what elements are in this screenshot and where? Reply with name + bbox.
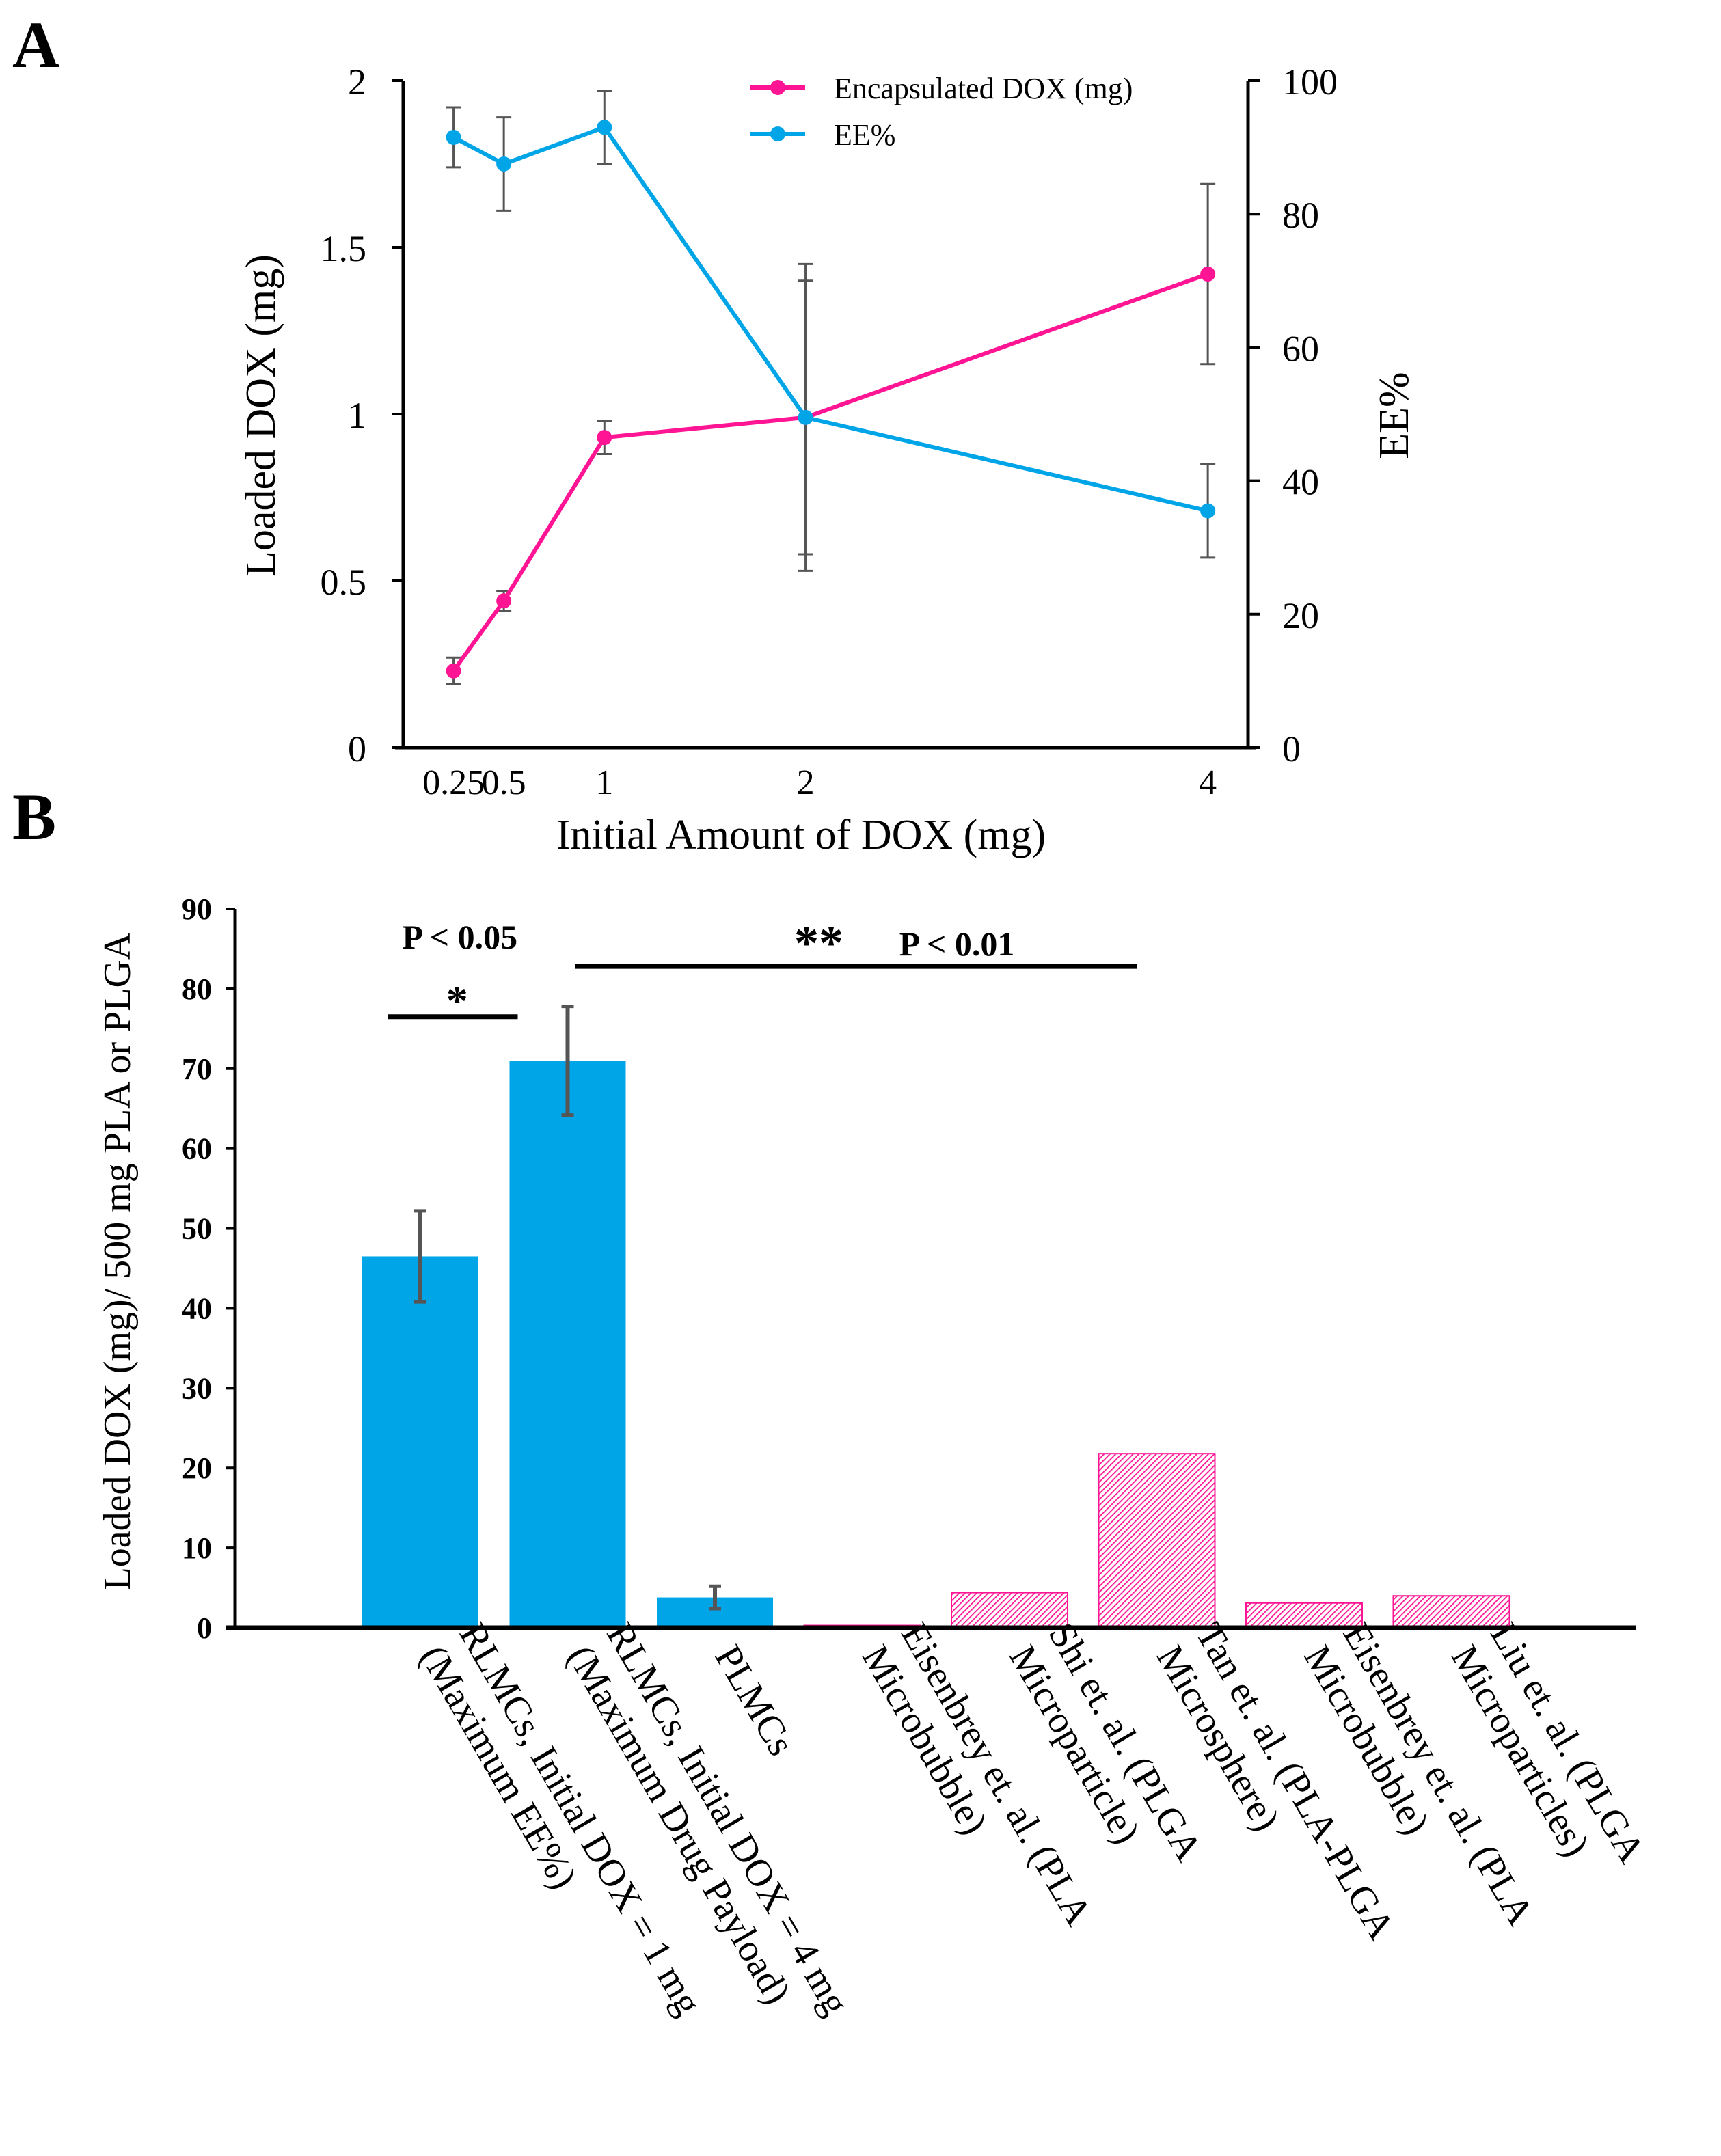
data-point-encapsulated (597, 430, 612, 446)
significance-stars: * (446, 977, 468, 1025)
y-tick-label: 50 (182, 1212, 212, 1246)
chart-a-xlabel: Initial Amount of DOX (mg) (556, 812, 1046, 858)
data-point-ee (446, 129, 461, 145)
y-tick-label: 10 (182, 1531, 212, 1565)
y-tick-label: 60 (182, 1132, 212, 1166)
y-tick-label: 0.5 (321, 562, 367, 603)
chart-b-ylabel: Loaded DOX (mg)/ 500 mg PLA or PLGA (96, 932, 139, 1590)
x-tick-label: 0.25 (422, 763, 485, 802)
y-tick-label: 70 (182, 1052, 212, 1086)
bar (362, 1256, 478, 1628)
data-point-encapsulated (1200, 267, 1216, 282)
chart-a-y2label: EE% (1371, 372, 1418, 459)
legend-label-encapsulated: Encapsulated DOX (mg) (834, 72, 1133, 105)
x-tick-label: 1 (595, 763, 613, 802)
chart-a-ylabel: Loaded DOX (mg) (238, 254, 284, 577)
x-tick-label: 2 (797, 763, 815, 802)
data-point-ee (597, 120, 612, 135)
y-tick-label: 90 (182, 892, 212, 926)
bar (509, 1061, 626, 1628)
bar (1245, 1602, 1363, 1628)
y-tick-label: 1 (348, 395, 366, 436)
y2-tick-label: 0 (1282, 728, 1301, 769)
y-tick-label: 20 (182, 1451, 212, 1485)
panel-b-label: B (12, 780, 56, 854)
category-label-line: PLMCs (706, 1639, 802, 1763)
significance-pvalue: P < 0.05 (402, 918, 517, 956)
y-tick-label: 1.5 (321, 228, 367, 269)
y2-tick-label: 60 (1282, 328, 1319, 369)
legend-marker-ee (770, 126, 785, 141)
panel-a-label: A (12, 8, 59, 81)
chart-a-legend: Encapsulated DOX (mg) EE% (750, 72, 1133, 152)
series-line-ee (452, 125, 1208, 513)
legend-marker-encapsulated (770, 80, 785, 95)
y-tick-label: 40 (182, 1292, 212, 1325)
y2-tick-label: 20 (1282, 595, 1319, 636)
significance-pvalue: P < 0.01 (899, 925, 1015, 963)
y2-tick-label: 80 (1282, 195, 1319, 236)
bar (1098, 1453, 1216, 1628)
category-label: PLMCs (706, 1639, 802, 1763)
significance-stars: ** (794, 916, 843, 970)
y-tick-label: 0 (197, 1611, 212, 1645)
y-tick-label: 2 (348, 62, 366, 103)
data-point-ee (496, 156, 512, 172)
y-tick-label: 80 (182, 972, 212, 1006)
y2-tick-label: 40 (1282, 462, 1319, 503)
x-tick-label: 4 (1199, 763, 1217, 802)
y-tick-label: 30 (182, 1372, 212, 1405)
bar (951, 1592, 1068, 1628)
data-point-ee (798, 409, 813, 425)
legend-label-ee: EE% (834, 118, 895, 152)
y2-tick-label: 100 (1282, 62, 1338, 103)
series-line-encapsulated (452, 272, 1209, 672)
x-tick-label: 0.5 (482, 763, 526, 802)
data-point-encapsulated (446, 663, 461, 679)
bar (1392, 1595, 1510, 1628)
y-tick-label: 0 (348, 728, 366, 769)
data-point-ee (1200, 503, 1216, 519)
data-point-encapsulated (496, 593, 512, 609)
